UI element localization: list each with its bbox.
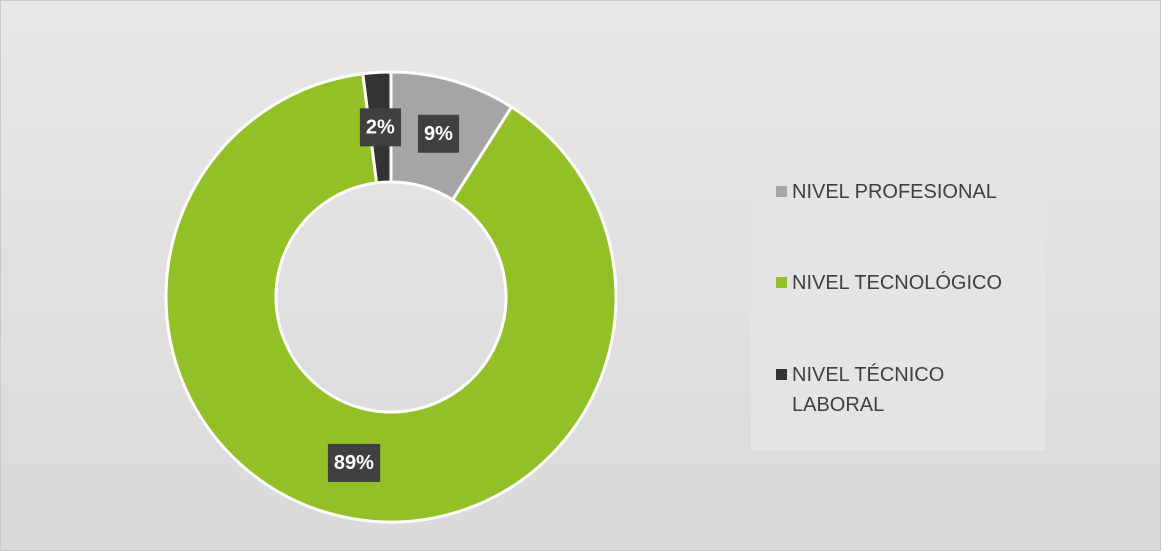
value-label-group: 89% — [327, 443, 381, 482]
legend-label: NIVEL TÉCNICO LABORAL — [792, 364, 945, 417]
legend-swatch — [776, 369, 787, 381]
value-label-group: 9% — [417, 114, 460, 153]
value-label: 2% — [366, 117, 395, 139]
legend-label: NIVEL TECNOLÓGICO — [792, 272, 1003, 295]
value-label-box — [417, 114, 460, 153]
legend: NIVEL PROFESIONAL NIVEL TECNOLÓGICO NIVEL … — [751, 146, 1046, 451]
legend-entry: NIVEL PROFESIONAL — [776, 177, 1036, 207]
legend-swatch — [776, 277, 787, 289]
legend-swatch — [776, 185, 787, 197]
donut-slice — [164, 72, 618, 524]
value-label-box — [327, 443, 381, 482]
value-label-box — [359, 108, 401, 147]
legend-entry: NIVEL TÉCNICO LABORAL — [776, 360, 1036, 420]
legend-entry: NIVEL TECNOLÓGICO — [776, 268, 1036, 298]
value-label-group: 2% — [359, 108, 401, 147]
value-label: 89% — [334, 452, 374, 474]
legend-label: NIVEL PROFESIONAL — [792, 180, 997, 203]
value-label: 9% — [424, 123, 453, 145]
